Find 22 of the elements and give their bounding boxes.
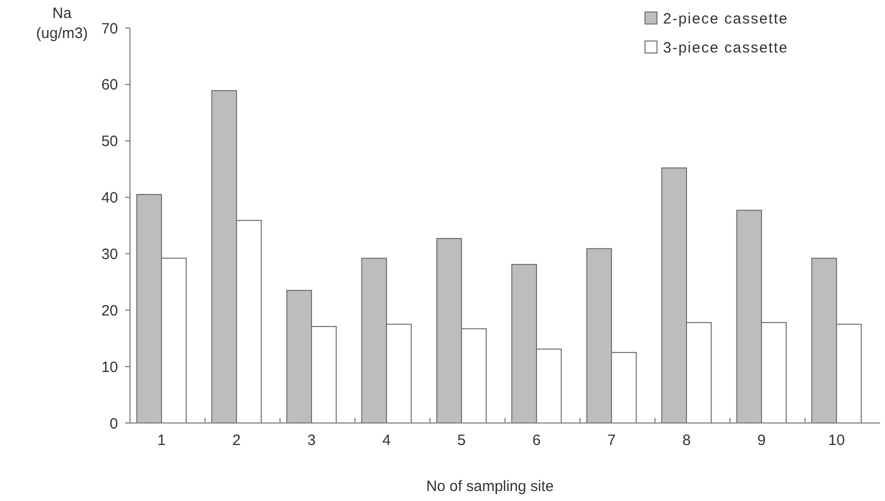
x-tick-label: 3 — [307, 432, 316, 449]
x-tick-label: 5 — [457, 432, 466, 449]
y-tick-label: 60 — [101, 76, 118, 94]
x-tick-label: 10 — [828, 432, 845, 449]
x-tick-label: 4 — [382, 432, 391, 449]
y-tick-label: 0 — [110, 415, 118, 432]
x-tick-label: 8 — [682, 432, 691, 449]
legend-label: 2-piece cassette — [663, 10, 788, 28]
y-axis-title: Na (ug/m3) — [36, 5, 88, 42]
y-tick-label: 10 — [101, 358, 118, 376]
y-tick-label: 50 — [101, 133, 118, 150]
y-tick-label: 70 — [101, 20, 118, 38]
y-tick-label: 40 — [101, 190, 118, 207]
x-axis-title: No of sampling site — [426, 478, 554, 495]
y-tick-label: 30 — [101, 246, 118, 263]
x-tick-label: 9 — [757, 432, 766, 449]
x-tick-label: 6 — [532, 432, 541, 449]
y-tick-label: 20 — [101, 302, 118, 320]
x-tick-label: 7 — [607, 432, 616, 449]
x-tick-label: 2 — [232, 432, 241, 449]
x-tick-label: 1 — [157, 432, 166, 449]
legend-label: 3-piece cassette — [663, 39, 788, 56]
